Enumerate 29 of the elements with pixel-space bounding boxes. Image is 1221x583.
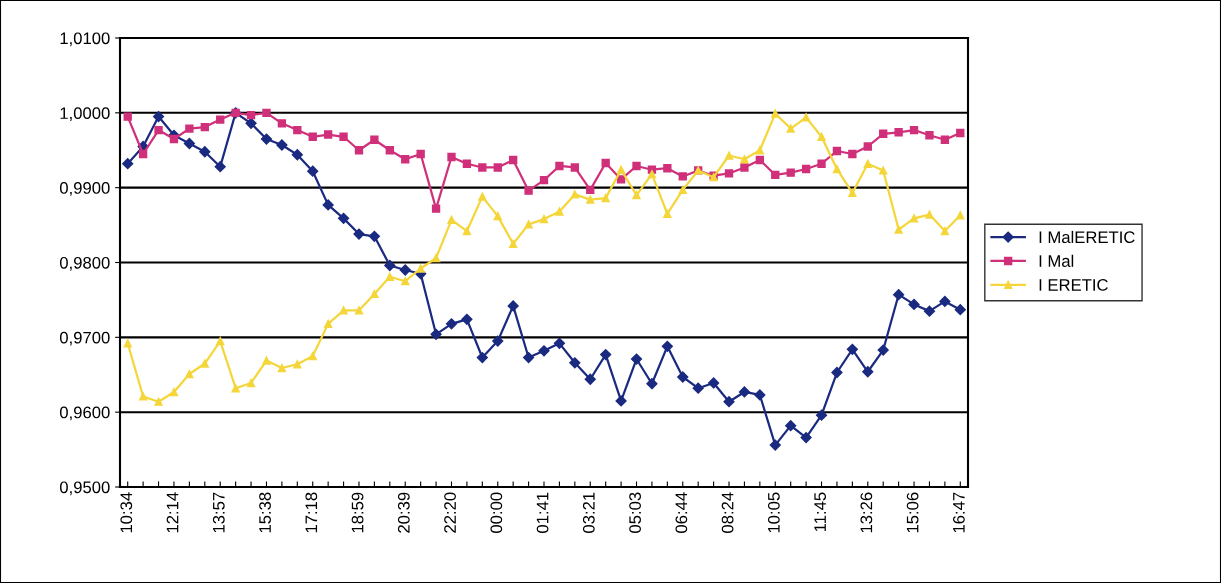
legend-label: I MalERETIC [1039, 230, 1135, 244]
x-tick-label: 13:57 [212, 492, 225, 533]
x-tick-label: 18:59 [351, 492, 364, 533]
x-tick-label: 10:34 [120, 492, 133, 533]
x-tick-label: 00:00 [490, 492, 503, 533]
x-tick-label: 20:39 [397, 492, 410, 533]
x-tick-label: 15:38 [259, 492, 271, 533]
y-tick-label: 0,9900 [59, 182, 110, 196]
x-tick-label: 16:47 [952, 492, 965, 533]
y-tick-label: 0,9500 [59, 481, 110, 496]
y-tick-label: 1,0100 [60, 32, 110, 47]
y-tick-label: 0,9600 [59, 406, 110, 421]
x-tick-label: 17:18 [305, 492, 318, 533]
x-tick-label: 11:45 [814, 492, 826, 532]
y-tick-label: 0,9800 [59, 256, 110, 271]
x-tick-label: 06:44 [675, 492, 688, 533]
legend-label: I ERETIC [1039, 279, 1108, 291]
x-tick-label: 08:24 [721, 492, 734, 533]
x-tick-label: 01:41 [536, 492, 549, 533]
x-tick-label: 12:14 [166, 492, 179, 533]
x-tick-label: 05:03 [629, 492, 641, 533]
x-tick-label: 13:26 [860, 492, 873, 533]
x-tick-label: 22:20 [444, 492, 456, 533]
x-tick-label: 10:05 [767, 492, 780, 533]
x-tick-label: 15:06 [906, 492, 919, 533]
legend-label: I Mal [1039, 254, 1074, 267]
y-tick-label: 1,0000 [60, 107, 110, 122]
x-tick-label: 03:21 [582, 492, 595, 533]
y-tick-label: 0,9700 [59, 331, 110, 346]
